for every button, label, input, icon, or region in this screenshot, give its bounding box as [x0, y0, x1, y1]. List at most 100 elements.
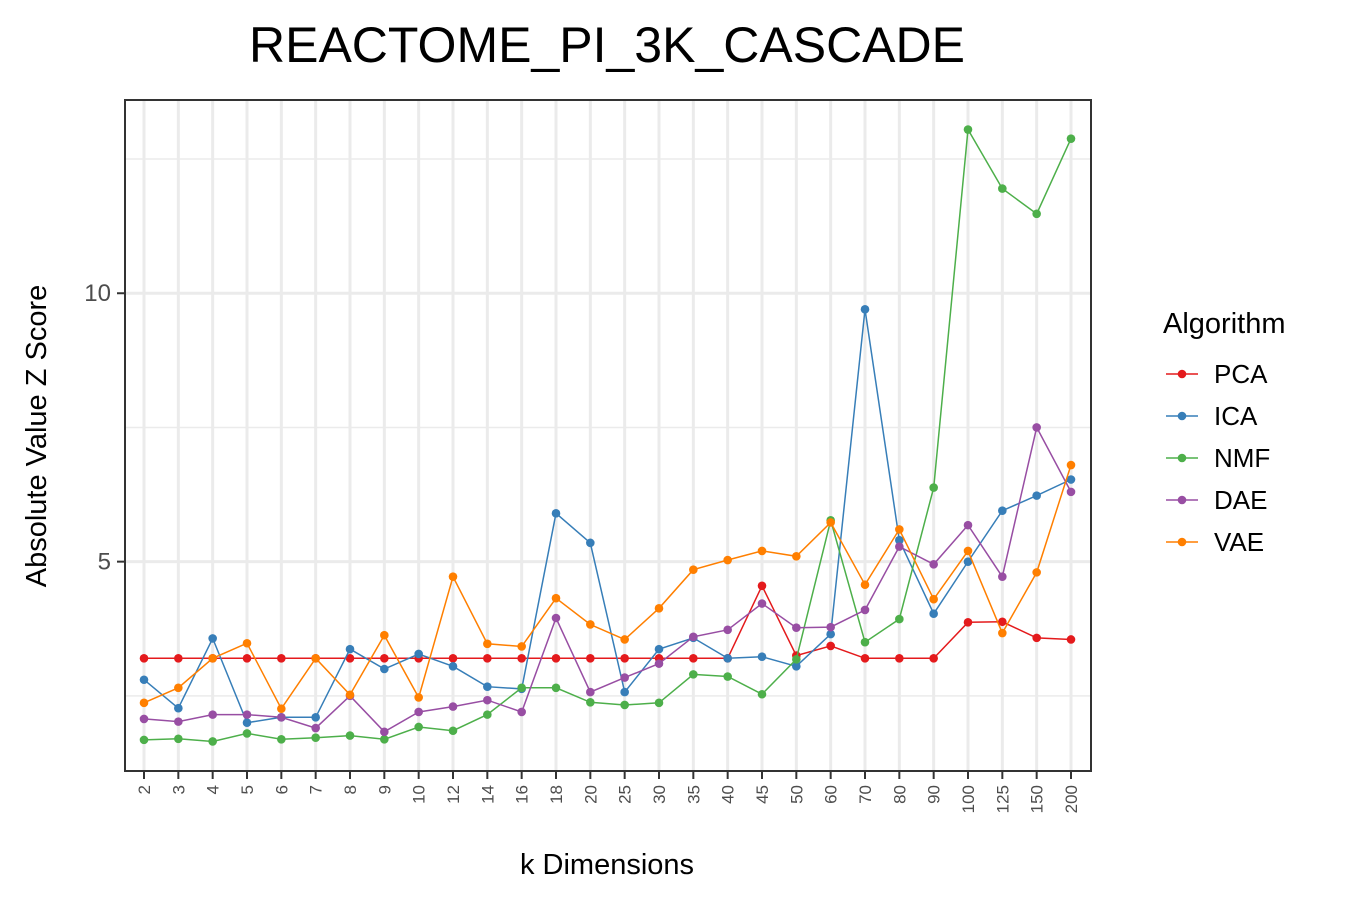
point-nmf	[757, 689, 767, 699]
x-tick-label: 70	[856, 785, 875, 804]
legend-key-point-ica	[1177, 411, 1187, 421]
y-axis-title: Absolute Value Z Score	[21, 285, 53, 588]
point-dae	[998, 572, 1007, 581]
point-nmf	[1066, 134, 1076, 143]
legend-title: Algorithm	[1163, 308, 1286, 340]
point-dae	[586, 687, 595, 697]
point-vae	[586, 620, 595, 629]
point-vae	[998, 628, 1007, 638]
point-vae	[380, 630, 389, 640]
point-ica	[757, 652, 767, 661]
x-tick-label: 40	[719, 785, 738, 804]
point-vae	[311, 653, 320, 663]
point-ica	[998, 506, 1007, 515]
point-ica	[895, 535, 904, 545]
point-ica	[242, 718, 252, 727]
series-line-nmf	[143, 127, 1072, 743]
legend-key-point-nmf	[1177, 453, 1187, 463]
point-nmf	[414, 722, 423, 732]
point-ica	[483, 682, 492, 692]
point-dae	[895, 542, 904, 551]
point-pca	[139, 653, 149, 663]
x-tick-label: 18	[547, 785, 566, 804]
legend: Algorithm PCA ICA NMF DAE VAE	[1163, 308, 1286, 557]
point-dae	[174, 717, 183, 726]
point-ica	[311, 713, 320, 722]
point-dae	[483, 695, 492, 705]
legend-label-pca: PCA	[1214, 359, 1268, 389]
point-vae	[174, 683, 183, 693]
chart-title: REACTOME_PI_3K_CASCADE	[249, 17, 965, 73]
point-ica	[654, 644, 664, 654]
point-nmf	[620, 700, 629, 710]
y-tick-label: 5	[98, 549, 111, 576]
point-pca	[242, 653, 252, 663]
x-tick-label: 80	[890, 785, 909, 804]
point-pca	[895, 653, 904, 663]
point-pca	[586, 653, 595, 663]
point-pca	[689, 653, 698, 663]
point-vae	[826, 518, 835, 527]
point-pca	[277, 653, 286, 663]
point-dae	[654, 659, 664, 668]
point-nmf	[1032, 209, 1041, 219]
point-ica	[551, 509, 561, 518]
point-ica	[174, 703, 183, 713]
point-ica	[963, 557, 973, 566]
x-tick-label: 45	[753, 785, 772, 804]
point-vae	[483, 639, 492, 649]
point-nmf	[792, 655, 801, 664]
point-vae	[1066, 460, 1076, 470]
point-ica	[860, 305, 870, 314]
point-nmf	[345, 731, 355, 740]
point-nmf	[586, 697, 595, 707]
x-tick-label: 60	[822, 785, 841, 804]
point-vae	[689, 565, 698, 574]
point-nmf	[723, 672, 732, 681]
point-nmf	[139, 735, 149, 745]
point-ica	[1066, 475, 1076, 484]
point-ica	[929, 609, 938, 619]
point-dae	[380, 727, 389, 737]
point-pca	[998, 617, 1007, 627]
point-dae	[448, 702, 458, 711]
point-dae	[689, 632, 698, 642]
series-line-vae	[143, 464, 1072, 711]
point-pca	[380, 653, 389, 663]
point-vae	[208, 653, 217, 663]
legend-key-point-dae	[1177, 495, 1187, 505]
point-nmf	[654, 698, 664, 708]
point-nmf	[311, 733, 320, 743]
point-pca	[483, 653, 492, 663]
point-dae	[311, 723, 320, 733]
point-dae	[1066, 487, 1076, 497]
point-dae	[551, 613, 561, 623]
x-tick-label: 30	[650, 785, 669, 804]
point-pca	[860, 653, 870, 663]
point-pca	[345, 653, 355, 663]
x-tick-label: 35	[684, 785, 703, 804]
point-vae	[860, 580, 870, 590]
point-ica	[792, 662, 801, 671]
point-nmf	[895, 614, 904, 624]
series-line-ica	[143, 309, 1072, 724]
point-nmf	[689, 670, 698, 679]
series-line-pca	[144, 584, 1072, 660]
point-ica	[380, 664, 389, 674]
legend-label-dae: DAE	[1214, 485, 1267, 515]
point-pca	[929, 653, 938, 663]
x-tick-label: 2	[135, 785, 154, 794]
point-vae	[1032, 568, 1041, 577]
plot-border	[124, 99, 1092, 772]
point-nmf	[483, 710, 492, 719]
point-vae	[963, 546, 973, 556]
point-dae	[139, 714, 149, 724]
point-ica	[620, 687, 629, 697]
x-axis-title: k Dimensions	[520, 849, 694, 881]
x-tick-label: 7	[307, 785, 326, 794]
point-pca	[963, 618, 973, 627]
x-tick-label: 4	[204, 785, 223, 794]
point-nmf	[277, 735, 286, 744]
point-nmf	[174, 734, 183, 744]
